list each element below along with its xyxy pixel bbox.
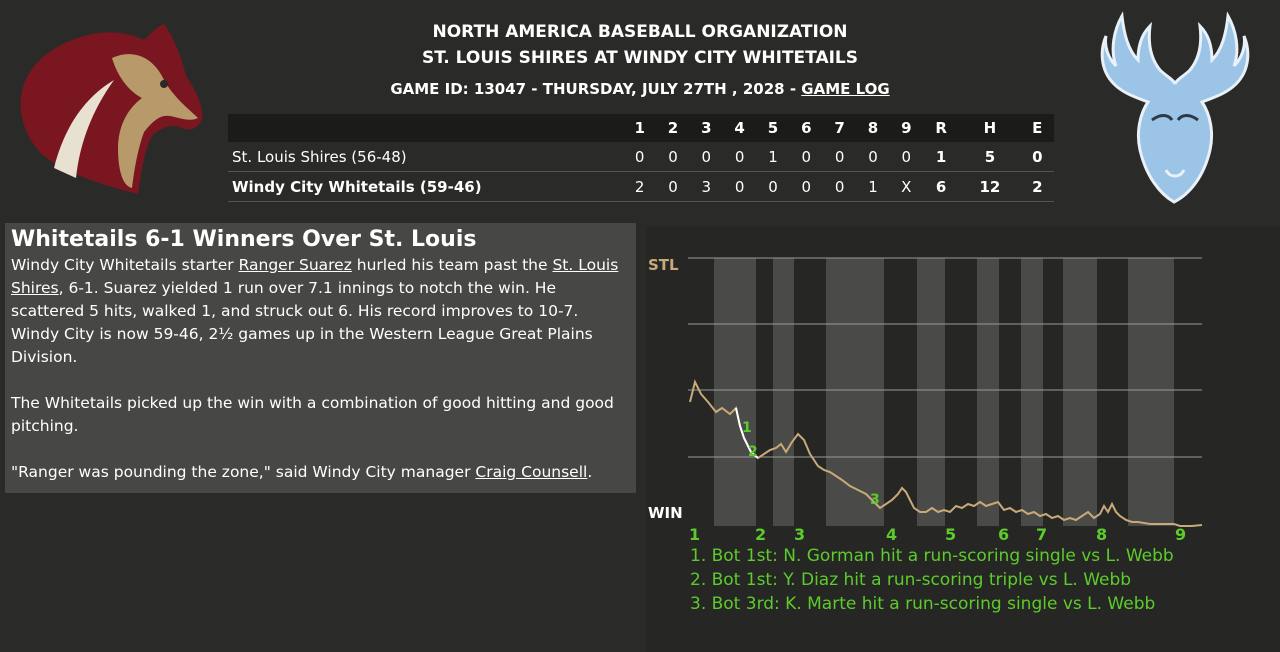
inning-score: 0 <box>722 142 757 172</box>
inning-label: 7 <box>1036 525 1047 544</box>
inning-band <box>1021 258 1043 526</box>
recap-text: . <box>587 463 593 481</box>
recap-paragraph: Windy City Whitetails starter Ranger Sua… <box>11 254 630 369</box>
linescore-table: 1 2 3 4 5 6 7 8 9 R H E St. Louis Shires… <box>228 114 1054 202</box>
scoring-plays-legend: 1. Bot 1st: N. Gorman hit a run-scoring … <box>690 544 1174 616</box>
inning-score: 0 <box>822 171 857 202</box>
inning-label: 2 <box>755 525 766 544</box>
inning-header: 3 <box>689 114 723 142</box>
inning-score: 0 <box>756 171 790 202</box>
home-team-name: Windy City Whitetails (59-46) <box>228 171 623 202</box>
win-probability-panel: STL WIN 1 2 3 1 2 3 4 5 6 7 8 9 1. Bot 1… <box>646 226 1280 652</box>
inning-score: 0 <box>623 142 657 172</box>
recap-paragraph: The Whitetails picked up the win with a … <box>11 394 614 435</box>
away-team-row: St. Louis Shires (56-48) 0 0 0 0 1 0 0 0… <box>228 142 1054 172</box>
inning-score: 1 <box>756 142 790 172</box>
axis-label-top: STL <box>648 256 679 274</box>
recap-text: hurled his team past the <box>351 256 553 274</box>
recap-text: "Ranger was pounding the zone," said Win… <box>11 463 476 481</box>
inning-score: X <box>889 171 923 202</box>
inning-band <box>826 258 884 526</box>
recap-headline: Whitetails 6-1 Winners Over St. Louis <box>11 227 477 252</box>
away-team-name: St. Louis Shires (56-48) <box>228 142 623 172</box>
inning-band <box>714 258 756 526</box>
away-leading-line <box>689 379 1203 527</box>
manager-link[interactable]: Craig Counsell <box>475 463 588 481</box>
inning-score: 0 <box>789 171 823 202</box>
axis-label-bottom: WIN <box>648 504 683 522</box>
inning-band <box>977 258 999 526</box>
inning-bands <box>714 258 1174 526</box>
inning-score: 0 <box>656 142 690 172</box>
stallion-logo <box>20 24 203 194</box>
scoring-marker: 2 <box>748 444 758 460</box>
inning-band <box>1128 258 1174 526</box>
inning-header: 4 <box>722 114 757 142</box>
inning-score: 2 <box>623 171 657 202</box>
inning-score: 0 <box>789 142 823 172</box>
scoring-marker: 1 <box>742 420 752 436</box>
inning-header: 5 <box>756 114 790 142</box>
runs-total: 1 <box>922 142 960 172</box>
win-probability-graph: STL WIN 1 2 3 1 2 3 4 5 6 7 8 9 <box>648 256 1203 544</box>
home-leading-line <box>735 407 759 459</box>
game-info: GAME ID: 13047 - THURSDAY, JULY 27TH , 2… <box>0 80 1280 98</box>
recap-paragraph: "Ranger was pounding the zone," said Win… <box>11 461 630 484</box>
inning-header: 6 <box>789 114 823 142</box>
inning-label: 8 <box>1096 525 1107 544</box>
linescore-header-row: 1 2 3 4 5 6 7 8 9 R H E <box>228 114 1054 142</box>
inning-label: 3 <box>794 525 805 544</box>
inning-score: 0 <box>656 171 690 202</box>
inning-score: 0 <box>856 142 890 172</box>
runs-total: 6 <box>922 171 960 202</box>
scoring-play-note: 1. Bot 1st: N. Gorman hit a run-scoring … <box>690 546 1174 566</box>
hits-header: H <box>959 114 1021 142</box>
gridlines <box>688 257 1202 458</box>
inning-score: 1 <box>856 171 890 202</box>
errors-total: 0 <box>1020 142 1054 172</box>
game-recap: Whitetails 6-1 Winners Over St. Louis Wi… <box>5 223 636 493</box>
scoring-play-note: 3. Bot 3rd: K. Marte hit a run-scoring s… <box>690 594 1156 614</box>
inning-label: 4 <box>886 525 897 544</box>
recap-text: , 6-1. Suarez yielded 1 run over 7.1 inn… <box>11 279 593 366</box>
inning-score: 3 <box>689 171 723 202</box>
hits-total: 5 <box>959 142 1021 172</box>
hits-total: 12 <box>959 171 1021 202</box>
organization-title: NORTH AMERICA BASEBALL ORGANIZATION <box>432 22 848 42</box>
deer-logo <box>1100 11 1250 204</box>
inning-score: 0 <box>822 142 857 172</box>
errors-total: 2 <box>1020 171 1054 202</box>
inning-band <box>917 258 945 526</box>
game-info-text: GAME ID: 13047 - THURSDAY, JULY 27TH , 2… <box>390 80 802 98</box>
opponent-team-link[interactable]: St. Louis Shires <box>11 256 619 297</box>
inning-band <box>773 258 794 526</box>
inning-header: 9 <box>889 114 923 142</box>
errors-header: E <box>1020 114 1054 142</box>
scoring-marker: 3 <box>870 492 880 508</box>
inning-header: 7 <box>822 114 857 142</box>
inning-label: 1 <box>689 525 700 544</box>
inning-band <box>1063 258 1097 526</box>
scoring-play-note: 2. Bot 1st: Y. Diaz hit a run-scoring tr… <box>690 570 1132 590</box>
inning-header: 1 <box>623 114 657 142</box>
inning-score: 0 <box>889 142 923 172</box>
inning-label: 6 <box>998 525 1009 544</box>
pitcher-link[interactable]: Ranger Suarez <box>238 256 352 274</box>
inning-header: 2 <box>656 114 690 142</box>
inning-label: 5 <box>945 525 956 544</box>
inning-header: 8 <box>856 114 890 142</box>
runs-header: R <box>922 114 960 142</box>
inning-label: 9 <box>1175 525 1186 544</box>
team-column-header <box>228 114 623 142</box>
recap-text: Windy City Whitetails starter <box>11 256 239 274</box>
matchup-title: ST. LOUIS SHIRES AT WINDY CITY WHITETAIL… <box>422 48 858 68</box>
home-team-row: Windy City Whitetails (59-46) 2 0 3 0 0 … <box>228 171 1054 202</box>
game-log-link[interactable]: GAME LOG <box>801 80 890 98</box>
inning-score: 0 <box>689 142 723 172</box>
inning-score: 0 <box>722 171 757 202</box>
